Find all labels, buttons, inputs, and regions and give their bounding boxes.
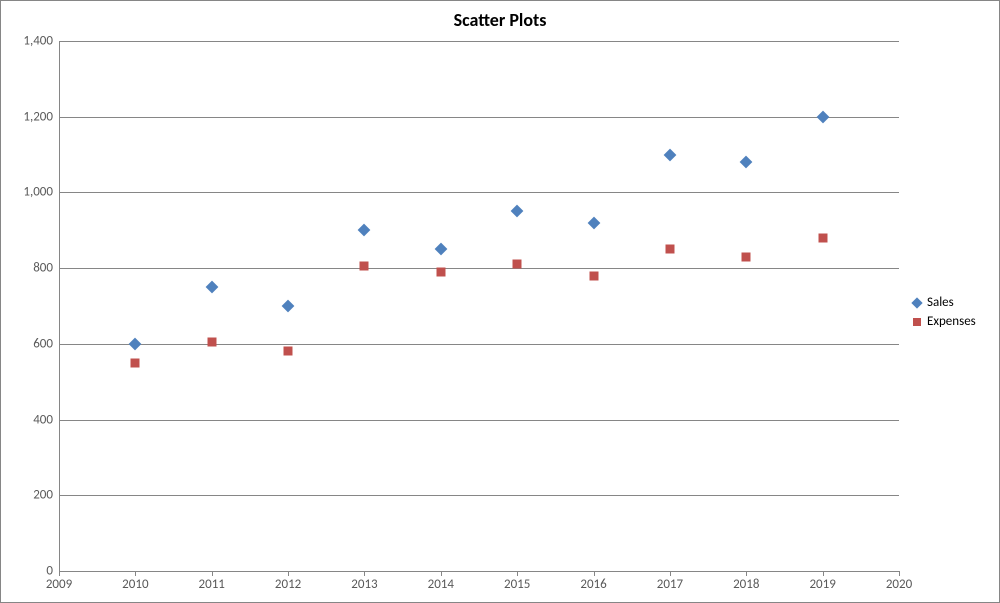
x-tick-label: 2016 <box>580 577 606 592</box>
x-tick-label: 2013 <box>351 577 377 592</box>
data-point <box>129 337 142 350</box>
gridline <box>59 192 899 193</box>
y-tick-label: 1,400 <box>23 34 53 49</box>
chart-frame: Scatter Plots 02004006008001,0001,2001,4… <box>0 0 1000 603</box>
x-tick-mark <box>823 571 824 576</box>
gridline <box>59 117 899 118</box>
diamond-icon <box>911 297 922 308</box>
y-tick-label: 600 <box>33 336 53 351</box>
x-tick-label: 2018 <box>733 577 759 592</box>
data-point <box>513 260 522 269</box>
y-tick-label: 400 <box>33 412 53 427</box>
x-tick-mark <box>288 571 289 576</box>
x-tick-mark <box>746 571 747 576</box>
y-axis <box>59 41 60 571</box>
x-tick-label: 2019 <box>809 577 835 592</box>
data-point <box>205 281 218 294</box>
x-tick-mark <box>135 571 136 576</box>
y-tick-label: 1,200 <box>23 109 53 124</box>
data-point <box>360 262 369 271</box>
x-tick-mark <box>517 571 518 576</box>
data-point <box>587 216 600 229</box>
x-tick-label: 2017 <box>657 577 683 592</box>
plot-area: 02004006008001,0001,2001,400200920102011… <box>59 41 899 571</box>
chart-title: Scatter Plots <box>1 9 999 31</box>
gridline <box>59 571 899 572</box>
y-tick-label: 1,000 <box>23 185 53 200</box>
legend-label: Sales <box>927 295 954 310</box>
x-tick-mark <box>594 571 595 576</box>
x-tick-label: 2014 <box>428 577 454 592</box>
legend-label: Expenses <box>927 314 976 329</box>
data-point <box>131 358 140 367</box>
x-tick-label: 2012 <box>275 577 301 592</box>
data-point <box>358 224 371 237</box>
x-tick-label: 2009 <box>46 577 72 592</box>
legend: Sales Expenses <box>913 291 976 333</box>
data-point <box>589 271 598 280</box>
square-icon <box>913 318 921 326</box>
gridline <box>59 344 899 345</box>
data-point <box>282 300 295 313</box>
data-point <box>742 252 751 261</box>
data-point <box>665 245 674 254</box>
data-point <box>434 243 447 256</box>
x-tick-label: 2020 <box>886 577 912 592</box>
gridline <box>59 420 899 421</box>
x-tick-mark <box>899 571 900 576</box>
y-tick-label: 200 <box>33 488 53 503</box>
data-point <box>664 148 677 161</box>
gridline <box>59 495 899 496</box>
x-tick-mark <box>59 571 60 576</box>
x-tick-mark <box>364 571 365 576</box>
legend-item: Expenses <box>913 314 976 329</box>
x-tick-label: 2010 <box>122 577 148 592</box>
data-point <box>816 110 829 123</box>
legend-item: Sales <box>913 295 976 310</box>
data-point <box>740 156 753 169</box>
gridline <box>59 268 899 269</box>
x-tick-mark <box>441 571 442 576</box>
x-tick-mark <box>670 571 671 576</box>
data-point <box>511 205 524 218</box>
data-point <box>818 233 827 242</box>
y-tick-label: 800 <box>33 261 53 276</box>
data-point <box>436 267 445 276</box>
x-tick-mark <box>212 571 213 576</box>
x-tick-label: 2011 <box>199 577 225 592</box>
data-point <box>207 337 216 346</box>
x-tick-label: 2015 <box>504 577 530 592</box>
data-point <box>284 347 293 356</box>
gridline <box>59 41 899 42</box>
